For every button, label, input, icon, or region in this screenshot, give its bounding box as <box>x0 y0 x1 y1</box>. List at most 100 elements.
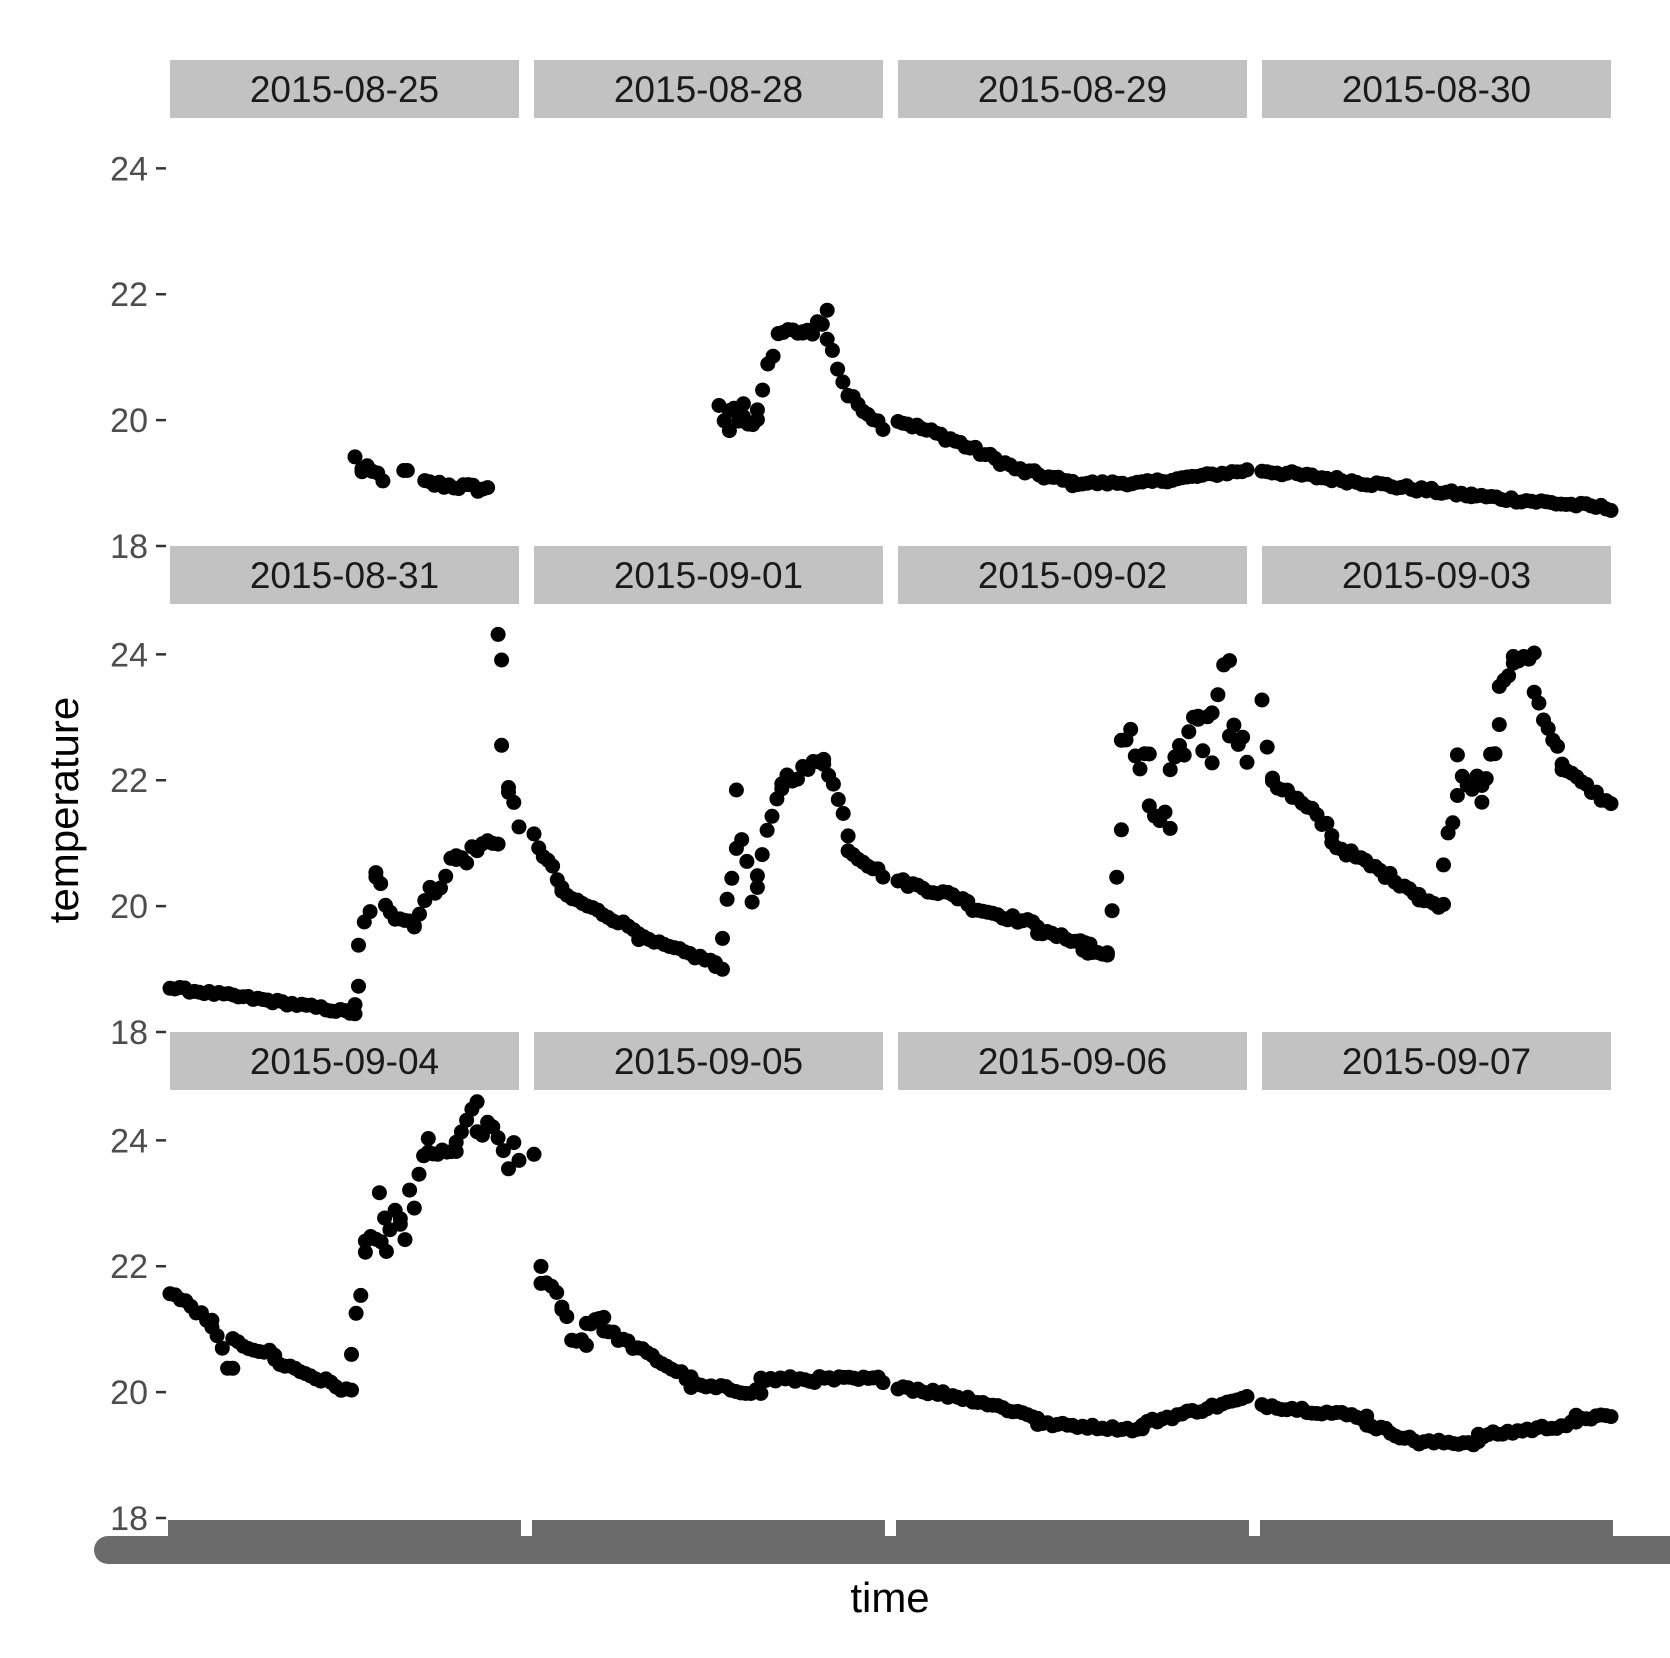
x-tick-marks-overplotted <box>1260 1520 1613 1540</box>
facet-strip <box>898 546 1247 604</box>
data-point <box>1162 820 1178 836</box>
data-point <box>875 869 891 885</box>
data-point <box>526 1146 542 1162</box>
data-point <box>1540 721 1556 736</box>
y-tick-label: 22 <box>110 1248 148 1286</box>
data-point <box>371 1185 387 1201</box>
data-point <box>1176 747 1192 763</box>
facet-panel: 2015-08-29 <box>890 60 1255 494</box>
data-point <box>1104 903 1120 919</box>
panel-points <box>162 626 527 1022</box>
data-point <box>1526 645 1542 661</box>
data-point <box>526 826 542 842</box>
data-point <box>549 1285 565 1300</box>
data-point <box>1141 746 1157 762</box>
data-point <box>377 1210 393 1226</box>
data-point <box>749 868 765 884</box>
data-point <box>351 978 366 994</box>
y-tick-label: 20 <box>110 1374 148 1412</box>
data-point <box>835 806 851 821</box>
data-point <box>805 326 820 342</box>
data-point <box>875 422 891 437</box>
data-point <box>373 876 389 892</box>
data-point <box>1123 721 1139 737</box>
data-point <box>1113 822 1129 838</box>
data-point <box>357 1244 373 1260</box>
facet-strip-label: 2015-09-05 <box>614 1041 803 1082</box>
data-point <box>411 1166 427 1182</box>
data-point <box>417 893 433 909</box>
panel-points <box>890 653 1255 963</box>
x-tick-labels-overplotted <box>94 1536 1670 1564</box>
facet-strip <box>170 60 519 118</box>
data-point <box>1487 746 1503 762</box>
data-point <box>399 463 415 478</box>
panel-points <box>347 449 496 499</box>
facet-panel: 2015-09-05 <box>526 1032 891 1401</box>
data-point <box>735 396 751 412</box>
data-point <box>578 1337 594 1353</box>
data-point <box>1436 857 1451 873</box>
facet-strip-label: 2015-09-06 <box>978 1041 1167 1082</box>
y-axis-title: temperature <box>40 697 87 923</box>
facet-strip-label: 2015-08-29 <box>978 69 1167 110</box>
data-point <box>1449 747 1465 763</box>
facet-strip-label: 2015-08-30 <box>1342 69 1531 110</box>
y-tick-label: 22 <box>110 276 148 314</box>
data-point <box>348 1305 364 1321</box>
facet-panel: 2015-09-04 <box>162 1032 527 1398</box>
data-point <box>728 782 744 798</box>
data-point <box>816 751 832 767</box>
data-point <box>749 879 765 895</box>
x-tick-marks-overplotted <box>896 1520 1249 1540</box>
data-point <box>814 316 830 332</box>
data-point <box>764 808 780 824</box>
data-point <box>596 1309 612 1325</box>
data-point <box>495 1143 511 1159</box>
panel-points <box>711 302 891 439</box>
data-point <box>1226 717 1242 733</box>
data-point <box>420 1131 436 1146</box>
data-point <box>754 847 770 863</box>
data-point <box>1239 462 1255 478</box>
facet-strip <box>534 546 883 604</box>
data-point <box>375 473 391 489</box>
y-tick-label: 20 <box>110 888 148 926</box>
data-point <box>1239 1389 1255 1404</box>
data-point <box>825 776 841 792</box>
facet-strip <box>170 546 519 604</box>
data-point <box>344 1382 359 1398</box>
data-point <box>480 480 496 496</box>
data-point <box>545 858 561 874</box>
facet-strip <box>898 1032 1247 1090</box>
facet-strip <box>534 1032 883 1090</box>
data-point <box>744 894 760 910</box>
data-point <box>402 1182 418 1198</box>
y-tick-label: 20 <box>110 402 148 440</box>
facet-strip <box>1262 546 1611 604</box>
data-point <box>506 1135 522 1151</box>
facet-strip <box>898 60 1247 118</box>
y-tick-label: 22 <box>110 762 148 800</box>
data-point <box>739 853 755 869</box>
y-tick-label: 24 <box>110 150 148 188</box>
data-point <box>1162 762 1178 778</box>
data-point <box>378 1244 394 1259</box>
data-point <box>824 342 840 358</box>
panel-points <box>526 1146 891 1401</box>
data-point <box>344 1346 359 1362</box>
data-point <box>533 1258 549 1274</box>
facet-panel: 2015-09-01 <box>526 546 891 977</box>
y-tick-label: 24 <box>110 1122 148 1160</box>
facet-strip-label: 2015-08-28 <box>614 69 803 110</box>
data-point <box>715 930 730 946</box>
data-point <box>469 1094 485 1110</box>
data-point <box>830 361 846 377</box>
data-point <box>406 919 422 935</box>
data-point <box>1222 653 1237 669</box>
data-point <box>1445 815 1461 831</box>
data-point <box>753 1385 769 1401</box>
data-point <box>1436 896 1451 912</box>
data-point <box>559 1309 575 1325</box>
data-point <box>790 771 805 787</box>
